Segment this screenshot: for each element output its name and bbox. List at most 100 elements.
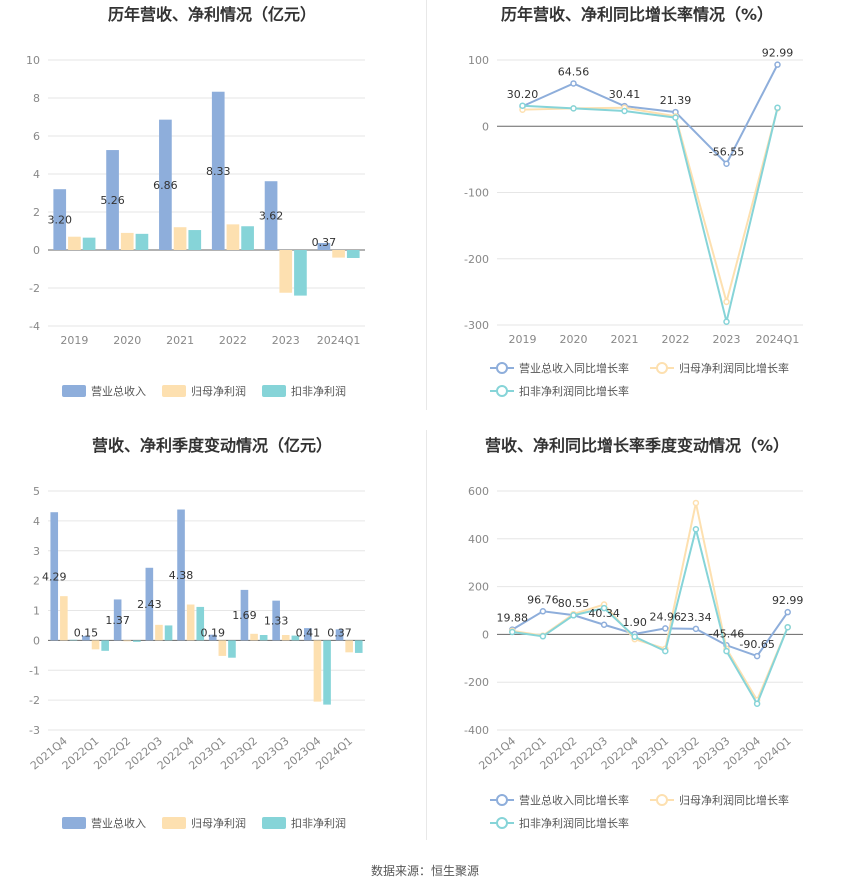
- bar: [208, 634, 217, 641]
- y-tick-label: 100: [468, 54, 489, 67]
- y-tick-label: 400: [468, 533, 489, 546]
- y-tick-label: 6: [33, 130, 40, 143]
- bar: [69, 639, 78, 641]
- y-tick-label: 0: [482, 628, 489, 641]
- legend-swatch: [62, 817, 86, 829]
- data-label: 24.96: [650, 610, 682, 623]
- series-line: [522, 64, 779, 166]
- data-label: 3.62: [259, 210, 284, 223]
- y-tick-label: -2: [29, 694, 40, 707]
- legend-label: 归母净利润: [191, 384, 246, 398]
- legend-label: 营业总收入: [91, 816, 146, 830]
- data-label: 19.88: [497, 612, 529, 625]
- data-label: 1.37: [105, 614, 130, 627]
- legend-swatch: [162, 385, 186, 397]
- x-tick-label: 2019: [60, 334, 88, 347]
- x-tick-label: 2021: [611, 333, 639, 346]
- data-label: 0.37: [312, 236, 337, 249]
- bar: [345, 640, 353, 653]
- bar: [264, 181, 278, 250]
- data-point: [723, 298, 730, 306]
- y-tick-label: 5: [33, 485, 40, 498]
- data-label: 5.26: [100, 194, 125, 207]
- y-tick-label: -2: [29, 282, 40, 295]
- data-source-note: 数据来源：恒生聚源: [370, 864, 479, 878]
- x-tick-label: 2022: [219, 334, 247, 347]
- bar: [113, 599, 122, 641]
- y-tick-label: -300: [464, 319, 489, 332]
- bar: [159, 119, 172, 250]
- legend-label: 归母净利润同比增长率: [679, 361, 789, 375]
- data-label: 4.38: [169, 569, 194, 582]
- data-point: [621, 107, 628, 115]
- bar: [91, 640, 100, 650]
- bar: [106, 150, 119, 250]
- series-line: [512, 528, 789, 706]
- y-tick-label: 2: [33, 575, 40, 588]
- legend-marker: [496, 385, 508, 397]
- y-tick-label: 200: [468, 581, 489, 594]
- y-tick-label: 2: [33, 206, 40, 219]
- x-tick-label: 2020: [560, 333, 588, 346]
- data-label: 21.39: [660, 94, 692, 107]
- data-point: [631, 633, 638, 641]
- bar: [177, 509, 185, 641]
- bar: [313, 640, 322, 702]
- data-label: 3.20: [47, 214, 72, 227]
- legend-swatch: [262, 385, 286, 397]
- data-label: 1.69: [232, 609, 257, 622]
- data-point: [539, 633, 547, 640]
- bar: [291, 635, 300, 641]
- y-tick-label: 8: [33, 92, 40, 105]
- data-label: 8.33: [206, 165, 231, 178]
- y-tick-label: -200: [464, 676, 489, 689]
- x-tick-label: 2024Q1: [756, 333, 800, 346]
- chart-title: 历年营收、净利同比增长率情况（%）: [501, 5, 773, 24]
- data-label: 1.33: [264, 615, 289, 628]
- legend-label: 扣非净利润: [291, 816, 346, 830]
- y-tick-label: 4: [33, 515, 40, 528]
- data-point: [784, 623, 791, 631]
- bar: [317, 242, 331, 250]
- bar: [173, 227, 187, 250]
- bar: [241, 226, 254, 250]
- bar: [304, 628, 312, 641]
- y-tick-label: -1: [29, 664, 40, 677]
- data-point: [519, 102, 526, 109]
- y-tick-label: 0: [33, 244, 40, 257]
- data-label: 0.37: [327, 626, 352, 639]
- bar: [123, 640, 132, 642]
- x-tick-label: 2019: [509, 333, 537, 346]
- y-tick-label: 10: [26, 54, 40, 67]
- bar: [68, 236, 81, 250]
- data-label: 40.34: [588, 607, 620, 620]
- chart-title: 营收、净利季度变动情况（亿元）: [92, 436, 332, 455]
- y-tick-label: -400: [464, 724, 489, 737]
- legend-marker: [496, 794, 508, 806]
- bar: [133, 640, 141, 642]
- y-tick-label: -4: [29, 320, 40, 333]
- x-tick-label: 2020: [113, 334, 141, 347]
- data-point: [600, 621, 608, 629]
- data-point: [539, 608, 547, 615]
- legend-label: 归母净利润: [191, 816, 246, 830]
- y-tick-label: 0: [482, 120, 489, 133]
- data-point: [600, 604, 608, 612]
- y-tick-label: 600: [468, 485, 489, 498]
- bar: [335, 629, 344, 641]
- data-point: [784, 608, 791, 616]
- legend-label: 扣非净利润同比增长率: [519, 384, 629, 398]
- y-tick-label: 4: [33, 168, 40, 181]
- panel-divider: [426, 0, 427, 410]
- bar: [101, 640, 109, 651]
- data-point: [662, 647, 669, 655]
- x-tick-label: 2022: [662, 333, 690, 346]
- data-point: [509, 628, 516, 636]
- chart-title: 营收、净利同比增长率季度变动情况（%）: [485, 436, 789, 455]
- bar: [145, 567, 154, 641]
- bar: [50, 512, 59, 641]
- data-point: [662, 625, 669, 632]
- quarterly-revenue-profit-chart: 营收、净利季度变动情况（亿元）-3-2-10123452021Q42022Q12…: [28, 436, 365, 830]
- annual-revenue-profit-chart: 历年营收、净利情况（亿元） -4 -2 0 2 4 6 8 10 2019 2020 2021 2022…: [26, 5, 365, 398]
- bar: [240, 589, 249, 641]
